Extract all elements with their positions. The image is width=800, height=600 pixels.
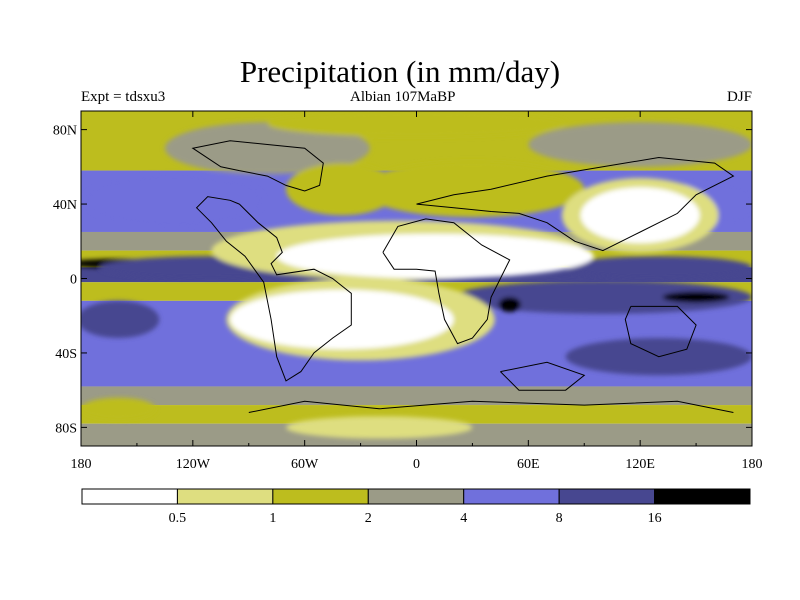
colorbar-label: 4 — [460, 511, 467, 526]
colorbar-label: 16 — [648, 511, 662, 526]
lon-tick-label: 180 — [71, 457, 92, 472]
precip-region-11 — [498, 297, 521, 312]
period-label: Albian 107MaBP — [350, 89, 456, 105]
precip-region-19 — [276, 233, 594, 279]
lon-tick-label: 60W — [291, 457, 319, 472]
colorbar-label: 1 — [269, 511, 276, 526]
colorbar-swatch-6 — [654, 488, 751, 505]
coastline-3 — [416, 156, 735, 252]
colorbar-swatch-3 — [367, 488, 465, 505]
coastline-0 — [191, 140, 324, 192]
precip-band-8 — [81, 405, 752, 424]
coastline-2 — [382, 218, 511, 345]
coastline-1 — [195, 196, 352, 382]
precip-region-2 — [267, 111, 566, 138]
colorbar: 0.5 1 2 4 8 16 — [81, 488, 751, 526]
colorbar-swatch-5 — [558, 488, 656, 505]
experiment-label: Expt = tdsxu3 — [81, 89, 166, 105]
coastline-4 — [624, 305, 697, 358]
lon-tick-label: 120E — [625, 457, 655, 472]
precip-region-22 — [286, 416, 473, 439]
lat-tick-label: 40S — [55, 347, 77, 362]
colorbar-label: 0.5 — [169, 511, 187, 526]
lat-tick-label: 0 — [70, 273, 77, 288]
season-label: DJF — [726, 89, 752, 105]
chart-title: Precipitation (in mm/day) — [239, 54, 561, 89]
coastlines — [191, 140, 735, 413]
precip-band-7 — [81, 386, 752, 406]
precip-region-15 — [81, 397, 156, 420]
colorbar-label: 2 — [365, 511, 372, 526]
map-axes: 180 120W 60W 0 60E 120E 180 80N 40N 0 40S 80S — [53, 111, 763, 472]
precip-region-5 — [360, 161, 585, 218]
coastline-6 — [248, 400, 734, 413]
precip-region-3 — [84, 174, 264, 227]
precip-region-13 — [81, 300, 160, 339]
lon-tick-label: 180 — [742, 457, 763, 472]
precip-region-21 — [230, 289, 454, 350]
precip-regions — [81, 111, 752, 439]
lon-tick-label: 60E — [517, 457, 540, 472]
lat-tick-label: 80S — [55, 421, 77, 436]
precip-region-12 — [662, 291, 730, 303]
colorbar-swatch-0 — [81, 488, 178, 505]
precipitation-field — [81, 111, 752, 446]
colorbar-swatch-1 — [176, 488, 274, 505]
precip-region-20 — [580, 187, 700, 244]
colorbar-swatch-4 — [463, 488, 560, 505]
colorbar-swatch-2 — [272, 488, 369, 505]
precip-region-0 — [164, 122, 370, 175]
lon-tick-label: 0 — [413, 457, 420, 472]
precip-region-1 — [528, 122, 752, 167]
lat-tick-label: 80N — [53, 124, 77, 139]
precip-region-9 — [565, 256, 752, 279]
precip-region-10 — [453, 280, 752, 314]
lat-tick-label: 40N — [53, 198, 77, 213]
precip-region-6 — [286, 163, 398, 216]
lon-tick-label: 120W — [176, 457, 211, 472]
coastline-5 — [500, 361, 586, 391]
colorbar-label: 8 — [556, 511, 563, 526]
